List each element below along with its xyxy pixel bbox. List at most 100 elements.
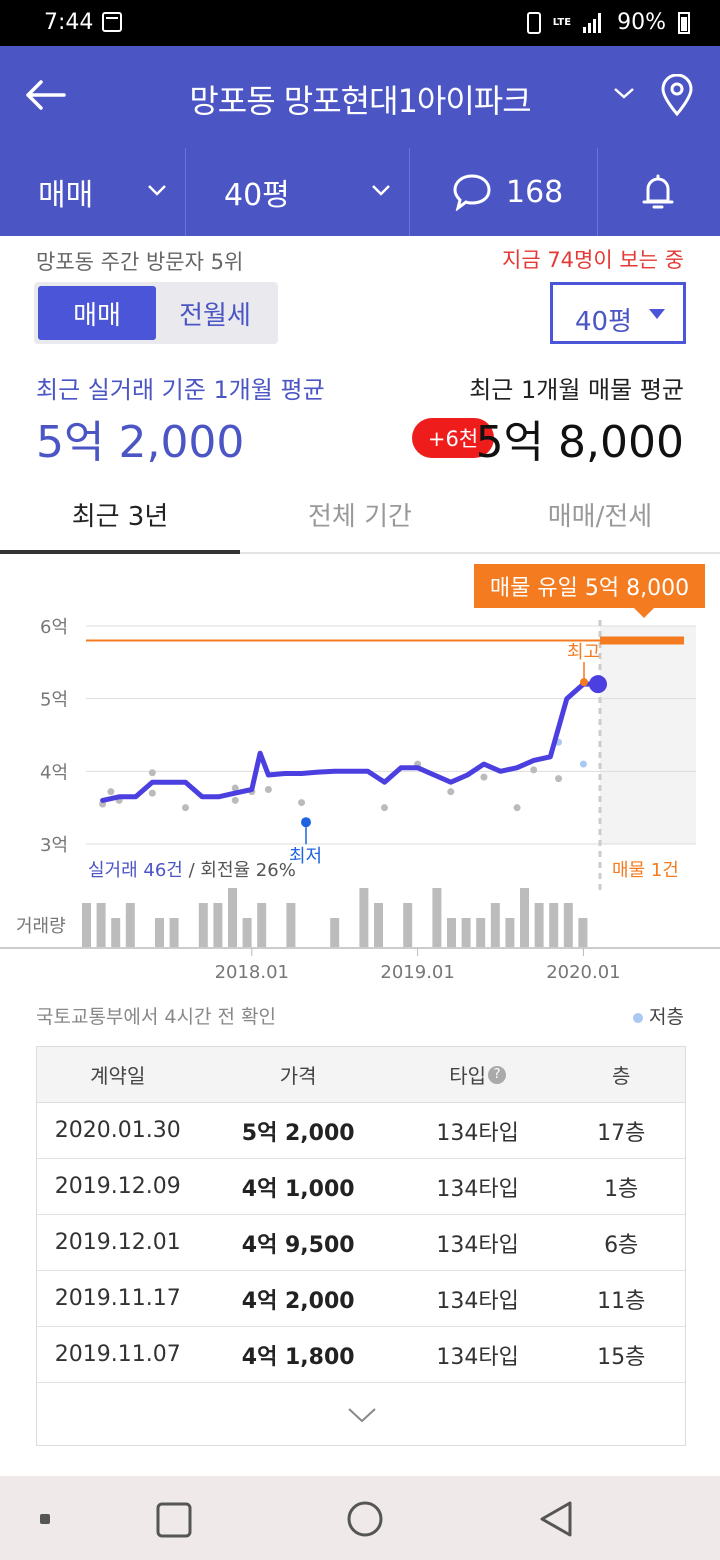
legend-label: 저층 [649, 1006, 684, 1028]
chevron-down-icon[interactable] [612, 86, 636, 100]
comment-count: 168 [506, 174, 564, 210]
location-pin-icon[interactable] [660, 74, 694, 116]
comments-button[interactable]: 168 [410, 148, 598, 236]
help-icon[interactable]: ? [488, 1065, 507, 1084]
scatter-point [380, 804, 388, 812]
size-label: 40평 [224, 178, 290, 213]
battery-icon [678, 11, 690, 34]
app-header: 망포동 망포현대1아이파크 [0, 46, 720, 148]
volume-bar [374, 903, 383, 948]
volume-label: 거래량 [16, 916, 66, 937]
volume-bar [198, 903, 208, 948]
x-tick-label: 2019.01 [380, 962, 454, 983]
visitor-rank: 망포동 주간 방문자 5위 [36, 250, 244, 274]
x-tick-label: 2020.01 [546, 962, 620, 983]
volume-bar [359, 888, 369, 948]
page-title[interactable]: 망포동 망포현대1아이파크 [189, 82, 531, 120]
scatter-point [148, 769, 156, 777]
volume-bar [476, 918, 486, 948]
cell-floor: 11층 [597, 1288, 646, 1314]
scatter-point [231, 784, 239, 792]
price-chart[interactable]: 6억 5억 4억 3억 최고 최저 2018.01 2019.01 2020.01 [0, 556, 720, 986]
cell-floor: 15층 [597, 1344, 646, 1370]
volume-bar [257, 903, 267, 948]
cell-floor: 6층 [604, 1232, 639, 1258]
cell-type: 134타입 [436, 1120, 519, 1146]
volume-bar [461, 918, 471, 948]
col-price: 가격 [279, 1064, 317, 1088]
table-row: 2019.12.09 4억 1,000 134타입 1층 [37, 1159, 685, 1215]
scatter-point [148, 789, 156, 797]
volume-bar [96, 903, 106, 948]
cell-floor: 17층 [597, 1120, 646, 1146]
cell-date: 2019.11.17 [54, 1286, 181, 1311]
tab-recent-3y[interactable]: 최근 3년 [0, 472, 240, 554]
max-label: 최고 [567, 642, 600, 663]
battery-level: 90% [617, 10, 666, 35]
cell-price: 4억 9,500 [241, 1232, 355, 1258]
menu-dot-icon[interactable] [40, 1514, 50, 1524]
deal-toggle: 매매 전월세 [34, 282, 278, 344]
toggle-sale[interactable]: 매매 [38, 286, 156, 340]
speech-bubble-icon [453, 174, 491, 211]
col-floor: 층 [611, 1064, 631, 1088]
volume-bar [520, 888, 529, 948]
home-icon[interactable] [346, 1500, 384, 1538]
toggle-rent[interactable]: 전월세 [179, 300, 251, 331]
volume-bar [490, 903, 500, 948]
back-arrow-icon[interactable] [26, 80, 66, 110]
listing-callout: 매물 유일 5억 8,000 [474, 564, 705, 618]
cell-type: 134타입 [436, 1232, 519, 1258]
scatter-point [181, 804, 189, 812]
table-row: 2019.11.17 4억 2,000 134타입 11층 [37, 1271, 685, 1327]
scatter-point [513, 804, 521, 812]
cell-price: 4억 2,000 [241, 1288, 355, 1314]
filter-bar: 매매 40평 168 [0, 148, 720, 236]
volume-bar [111, 918, 121, 948]
cell-price: 4억 1,000 [241, 1176, 355, 1202]
period-tabs: 최근 3년 전체 기간 매매/전세 [0, 472, 720, 554]
volume-bar [563, 903, 573, 948]
actual-price-value: 5억 2,000 [36, 417, 245, 468]
back-icon[interactable] [538, 1500, 574, 1538]
volume-bar [286, 903, 296, 948]
volume-bar [213, 903, 223, 948]
bell-icon [642, 174, 674, 209]
size-select[interactable]: 40평 [186, 148, 410, 236]
lte-icon: LTE [552, 16, 572, 28]
min-point [301, 817, 311, 828]
y-tick-label: 4억 [40, 762, 68, 783]
listing-price-value: 5억 8,000 [475, 417, 684, 468]
transaction-table: 계약일 가격 타입? 층 2020.01.30 5억 2,000 134타입 1… [36, 1046, 686, 1446]
cell-date: 2019.12.09 [54, 1174, 181, 1199]
volume-bar [228, 888, 237, 948]
volume-bar [82, 903, 91, 948]
volume-bar [330, 918, 340, 948]
table-header: 계약일 가격 타입? 층 [37, 1047, 685, 1103]
tab-all-period[interactable]: 전체 기간 [308, 502, 412, 532]
size-dropdown-label: 40평 [575, 307, 633, 337]
cell-type: 134타입 [436, 1344, 519, 1370]
deal-type-select[interactable]: 매매 [0, 148, 186, 236]
volume-bar [432, 888, 442, 948]
volume-bar [242, 918, 252, 948]
volume-bar [534, 903, 544, 948]
size-dropdown[interactable]: 40평 [550, 282, 686, 344]
scatter-point [447, 788, 455, 796]
volume-bar [125, 903, 135, 948]
table-row: 2019.11.07 4억 1,800 134타입 15층 [37, 1327, 685, 1383]
recent-apps-icon[interactable] [156, 1502, 192, 1538]
cell-date: 2019.11.07 [54, 1342, 181, 1367]
status-bar: 7:44 LTE 90% [0, 0, 720, 46]
price-diff-badge: +6천 [412, 418, 494, 458]
notification-button[interactable] [598, 148, 720, 236]
show-more-button[interactable] [37, 1383, 685, 1445]
col-date: 계약일 [90, 1064, 146, 1088]
system-nav-bar [0, 1476, 720, 1560]
data-source: 국토교통부에서 4시간 전 확인 [36, 1006, 276, 1028]
volume-bar [155, 918, 164, 948]
tab-sale-jeonse[interactable]: 매매/전세 [547, 502, 653, 532]
turnover-rate: / 회전율 26% [188, 860, 296, 881]
col-type-label: 타입 [449, 1064, 487, 1088]
scatter-point [555, 775, 563, 783]
